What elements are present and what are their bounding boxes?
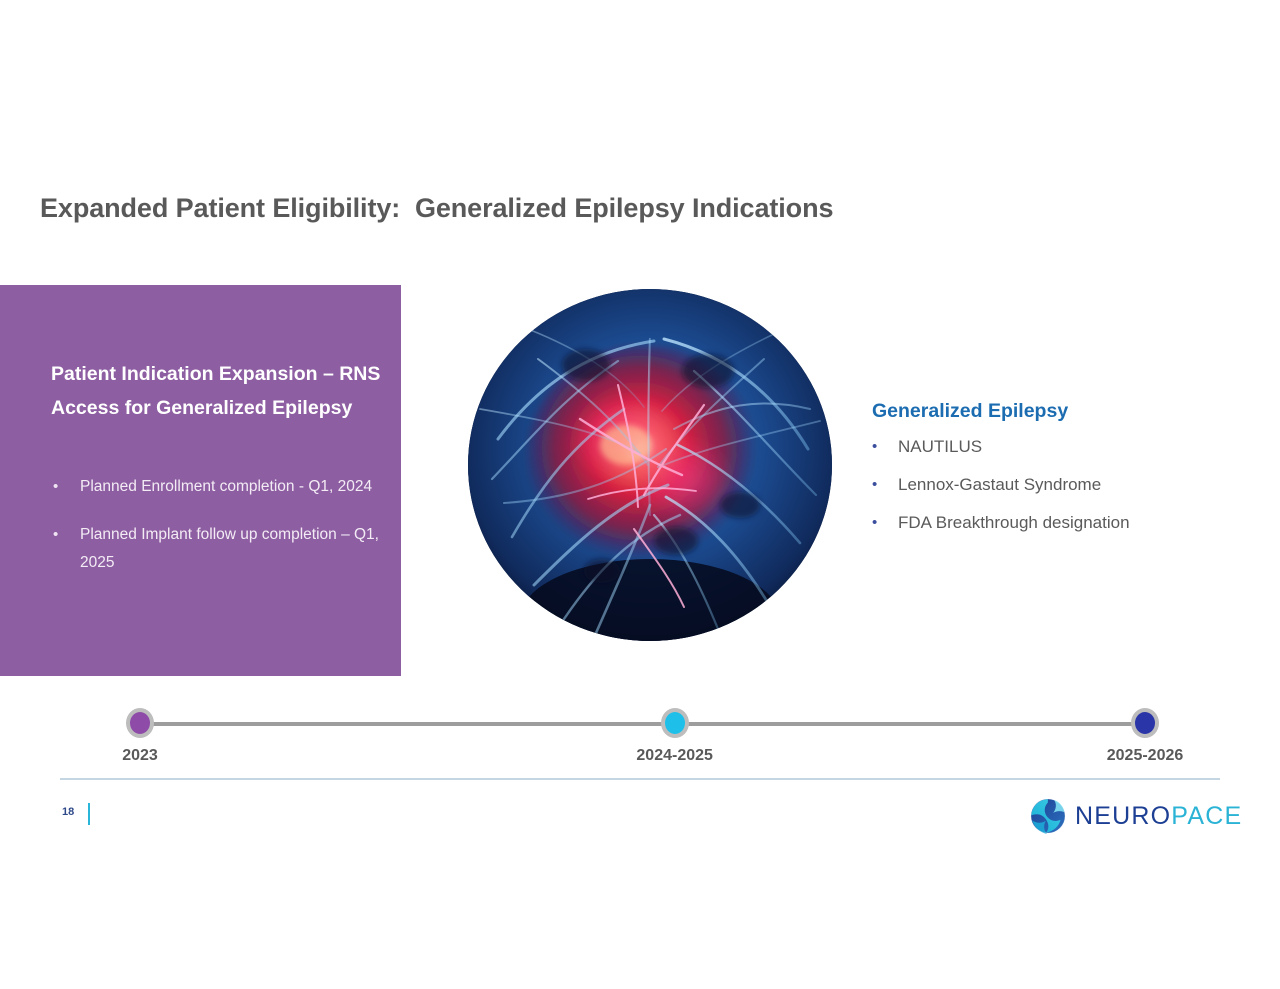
timeline-node-2023 (126, 708, 154, 738)
patient-indication-panel: Patient Indication Expansion – RNS Acces… (0, 285, 401, 676)
panel-bullet-list: • Planned Enrollment completion - Q1, 20… (48, 473, 383, 597)
list-item: • Planned Enrollment completion - Q1, 20… (48, 473, 383, 501)
neuropace-wordmark: NEUROPACE (1075, 801, 1243, 830)
timeline-label: 2025-2026 (1106, 747, 1184, 764)
timeline-node-dot (130, 712, 150, 734)
list-item: • Lennox-Gastaut Syndrome (872, 472, 1222, 497)
footer-divider (60, 778, 1220, 780)
panel-heading: Patient Indication Expansion – RNS Acces… (51, 363, 381, 419)
page-number: 18 (62, 806, 75, 818)
timeline-node-dot (664, 712, 685, 734)
section-heading: Generalized Epilepsy (872, 400, 1069, 422)
bullet-dot-icon: • (872, 476, 878, 493)
list-item: • NAUTILUS (872, 434, 1222, 459)
timeline-node-2025-2026 (1131, 708, 1159, 738)
logo-word-neuro: NEURO (1075, 801, 1172, 830)
list-item: • Planned Implant follow up completion –… (48, 521, 383, 577)
list-item-label: Planned Implant follow up completion – Q… (80, 526, 379, 571)
bullet-dot-icon: • (872, 438, 878, 455)
page-number-accent-bar (88, 803, 90, 825)
bullet-dot-icon: • (53, 478, 59, 495)
neuropace-logo: NEUROPACE (1030, 798, 1241, 834)
list-item-label: Lennox-Gastaut Syndrome (898, 475, 1102, 494)
logo-word-pace: PACE (1171, 801, 1243, 830)
timeline-node-dot (1135, 712, 1155, 734)
brain-illustration-svg (468, 289, 832, 641)
generalized-epilepsy-section: Generalized Epilepsy • NAUTILUS • Lennox… (872, 398, 1222, 548)
brain-neural-image (468, 289, 832, 641)
list-item: • FDA Breakthrough designation (872, 510, 1222, 535)
page-title: Expanded Patient Eligibility: Generalize… (40, 193, 834, 223)
timeline-label: 2024-2025 (636, 747, 713, 764)
timeline-label: 2023 (122, 747, 158, 764)
list-item-label: FDA Breakthrough designation (898, 513, 1130, 532)
bullet-dot-icon: • (53, 526, 59, 543)
timeline: 2023 2024-2025 2025-2026 (0, 700, 1280, 780)
timeline-track (140, 722, 1145, 726)
list-item-label: Planned Enrollment completion - Q1, 2024 (80, 478, 373, 495)
timeline-node-2024-2025 (660, 708, 689, 738)
list-item-label: NAUTILUS (898, 437, 983, 456)
neuropace-swirl-icon (1030, 798, 1066, 834)
bullet-dot-icon: • (872, 514, 878, 531)
